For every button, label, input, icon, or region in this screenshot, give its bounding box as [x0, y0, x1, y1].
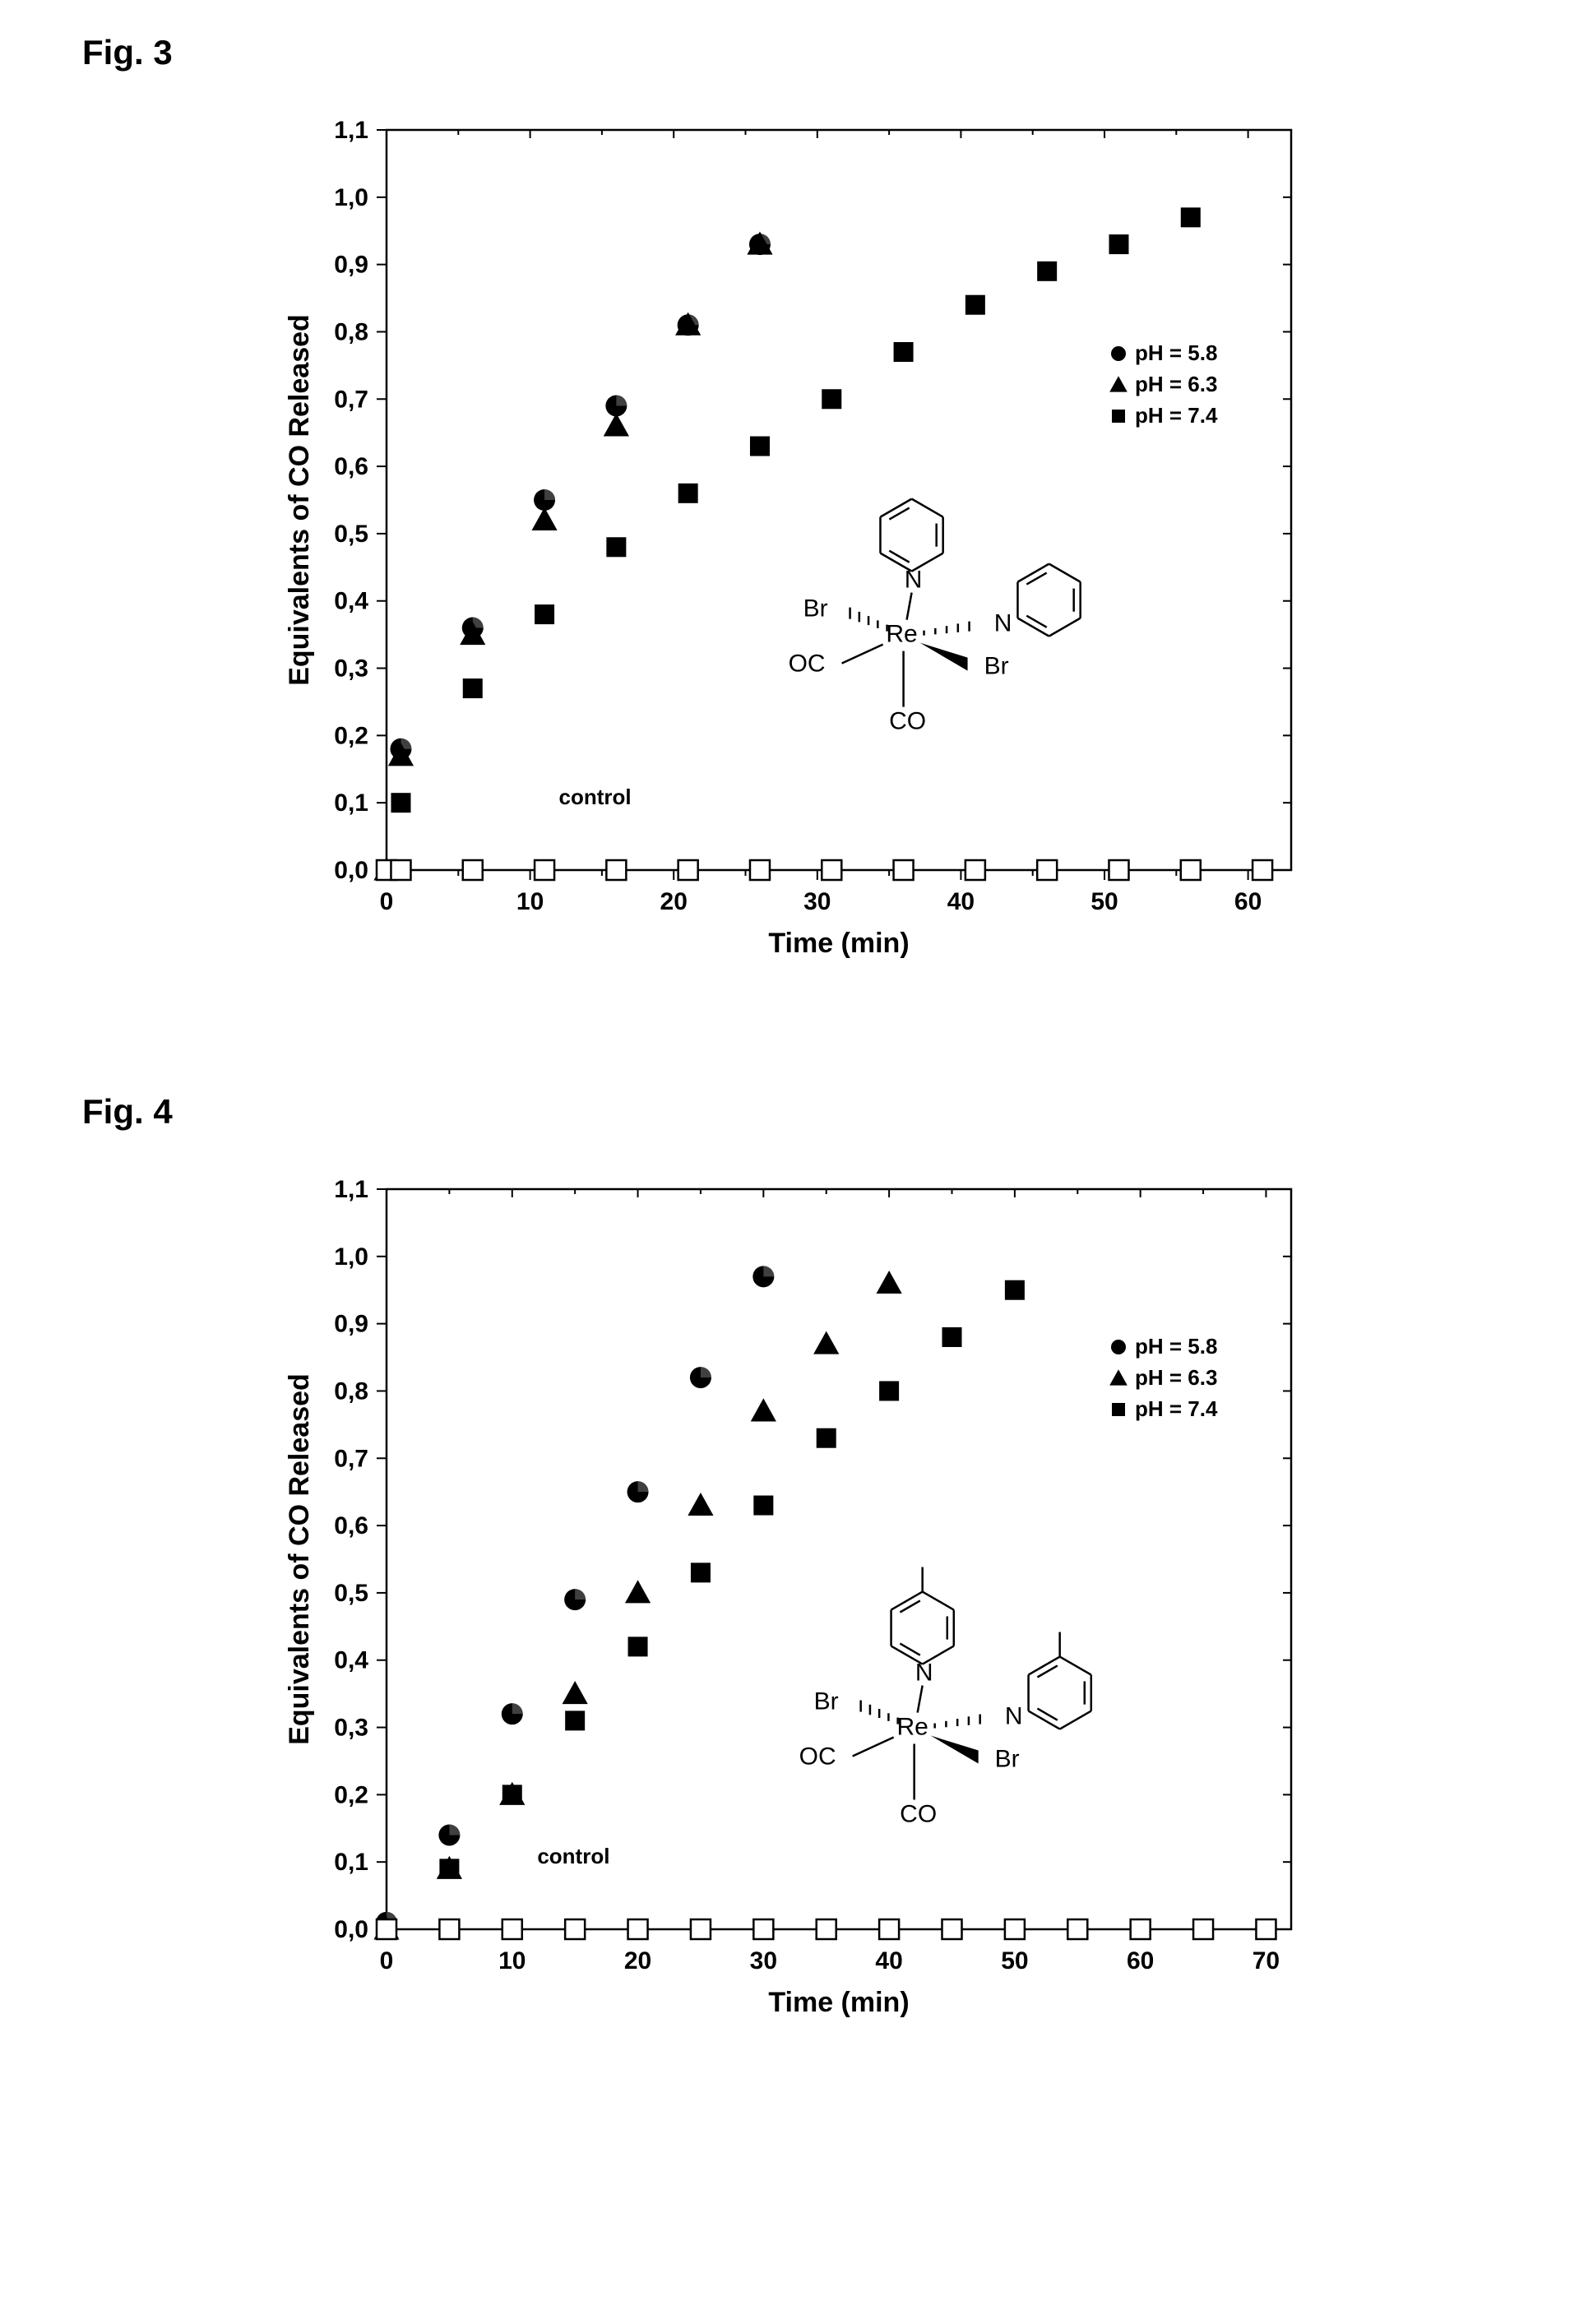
svg-text:OC: OC — [789, 650, 826, 678]
svg-text:0: 0 — [380, 1947, 394, 1974]
svg-text:Time (min): Time (min) — [768, 928, 909, 959]
svg-text:Equivalents of CO Released: Equivalents of CO Released — [284, 314, 315, 686]
svg-text:Br: Br — [814, 1688, 839, 1715]
svg-text:0,9: 0,9 — [334, 252, 368, 279]
svg-text:0,1: 0,1 — [334, 789, 368, 817]
svg-text:pH = 5.8: pH = 5.8 — [1135, 340, 1217, 365]
svg-text:10: 10 — [516, 888, 544, 915]
svg-text:Equivalents of CO Released: Equivalents of CO Released — [284, 1373, 315, 1745]
svg-text:0,7: 0,7 — [334, 1445, 368, 1472]
svg-text:0,7: 0,7 — [334, 386, 368, 413]
figure-3-chart: 0 10 20 30 40 50 60 0,0 0,1 0,2 0,3 0,4 0,5 0,6 0,7 0,8… — [280, 105, 1530, 1026]
figure-3-label: Fig. 3 — [82, 33, 1530, 72]
svg-text:N: N — [1005, 1703, 1023, 1730]
svg-text:1,0: 1,0 — [334, 1243, 368, 1271]
svg-text:1,0: 1,0 — [334, 184, 368, 211]
svg-text:CO: CO — [889, 708, 926, 735]
svg-text:0,3: 0,3 — [334, 1715, 368, 1742]
svg-text:40: 40 — [875, 1947, 902, 1974]
svg-text:N: N — [994, 610, 1012, 637]
svg-text:Br: Br — [803, 595, 828, 623]
svg-text:CO: CO — [900, 1801, 937, 1828]
svg-text:0,2: 0,2 — [334, 722, 368, 749]
svg-text:0,2: 0,2 — [334, 1781, 368, 1808]
svg-text:0,4: 0,4 — [334, 588, 368, 615]
svg-text:0,3: 0,3 — [334, 655, 368, 683]
svg-text:1,1: 1,1 — [334, 1176, 368, 1203]
svg-text:1,1: 1,1 — [334, 117, 368, 144]
svg-text:OC: OC — [799, 1743, 836, 1771]
svg-text:pH = 5.8: pH = 5.8 — [1135, 1334, 1217, 1359]
svg-text:0,0: 0,0 — [334, 1916, 368, 1943]
svg-text:20: 20 — [660, 888, 688, 915]
svg-text:Re: Re — [896, 1714, 928, 1741]
svg-text:10: 10 — [498, 1947, 526, 1974]
svg-text:30: 30 — [750, 1947, 777, 1974]
svg-text:Time (min): Time (min) — [768, 1987, 909, 2018]
svg-text:pH = 6.3: pH = 6.3 — [1135, 372, 1217, 396]
svg-text:0,5: 0,5 — [334, 1580, 368, 1607]
svg-text:30: 30 — [803, 888, 831, 915]
svg-text:0: 0 — [380, 888, 394, 915]
svg-text:0,4: 0,4 — [334, 1647, 368, 1674]
svg-text:0,5: 0,5 — [334, 521, 368, 548]
svg-text:0,8: 0,8 — [334, 1377, 368, 1405]
svg-text:0,6: 0,6 — [334, 453, 368, 480]
svg-text:60: 60 — [1234, 888, 1262, 915]
chart-3-svg: 0 10 20 30 40 50 60 0,0 0,1 0,2 0,3 0,4 0,5 0,6 0,7 0,8… — [280, 105, 1390, 1026]
svg-text:pH = 7.4: pH = 7.4 — [1135, 1396, 1218, 1421]
svg-text:50: 50 — [1090, 888, 1118, 915]
svg-text:0,8: 0,8 — [334, 318, 368, 345]
svg-text:70: 70 — [1253, 1947, 1280, 1974]
svg-text:40: 40 — [947, 888, 975, 915]
svg-text:Br: Br — [984, 653, 1009, 680]
svg-text:pH = 7.4: pH = 7.4 — [1135, 403, 1218, 428]
svg-text:0,9: 0,9 — [334, 1311, 368, 1338]
figure-4-chart: 0 10 20 30 40 50 60 70 0,0 0,1 0,2 0,3 0,4 0,5 0,6 0,7 0… — [280, 1164, 1530, 2086]
figure-3: Fig. 3 0 10 20 30 40 50 60 0,0 0,1 0,2 0,3 0,4 0,5 0,… — [49, 33, 1530, 1026]
svg-text:0,6: 0,6 — [334, 1512, 368, 1539]
figure-4: Fig. 4 0 10 20 30 40 50 60 70 0,0 0,1 0,2 0,3 0,4 0,5… — [49, 1092, 1530, 2086]
svg-text:0,1: 0,1 — [334, 1849, 368, 1876]
chart-4-svg: 0 10 20 30 40 50 60 70 0,0 0,1 0,2 0,3 0,4 0,5 0,6 0,7 0… — [280, 1164, 1390, 2086]
svg-text:control: control — [559, 785, 632, 809]
svg-text:control: control — [537, 1844, 609, 1868]
svg-text:50: 50 — [1001, 1947, 1028, 1974]
svg-text:pH = 6.3: pH = 6.3 — [1135, 1365, 1217, 1390]
svg-text:0,0: 0,0 — [334, 857, 368, 884]
svg-text:20: 20 — [624, 1947, 651, 1974]
svg-text:60: 60 — [1127, 1947, 1154, 1974]
svg-text:Re: Re — [886, 621, 917, 648]
svg-text:Br: Br — [995, 1746, 1020, 1773]
figure-4-label: Fig. 4 — [82, 1092, 1530, 1132]
